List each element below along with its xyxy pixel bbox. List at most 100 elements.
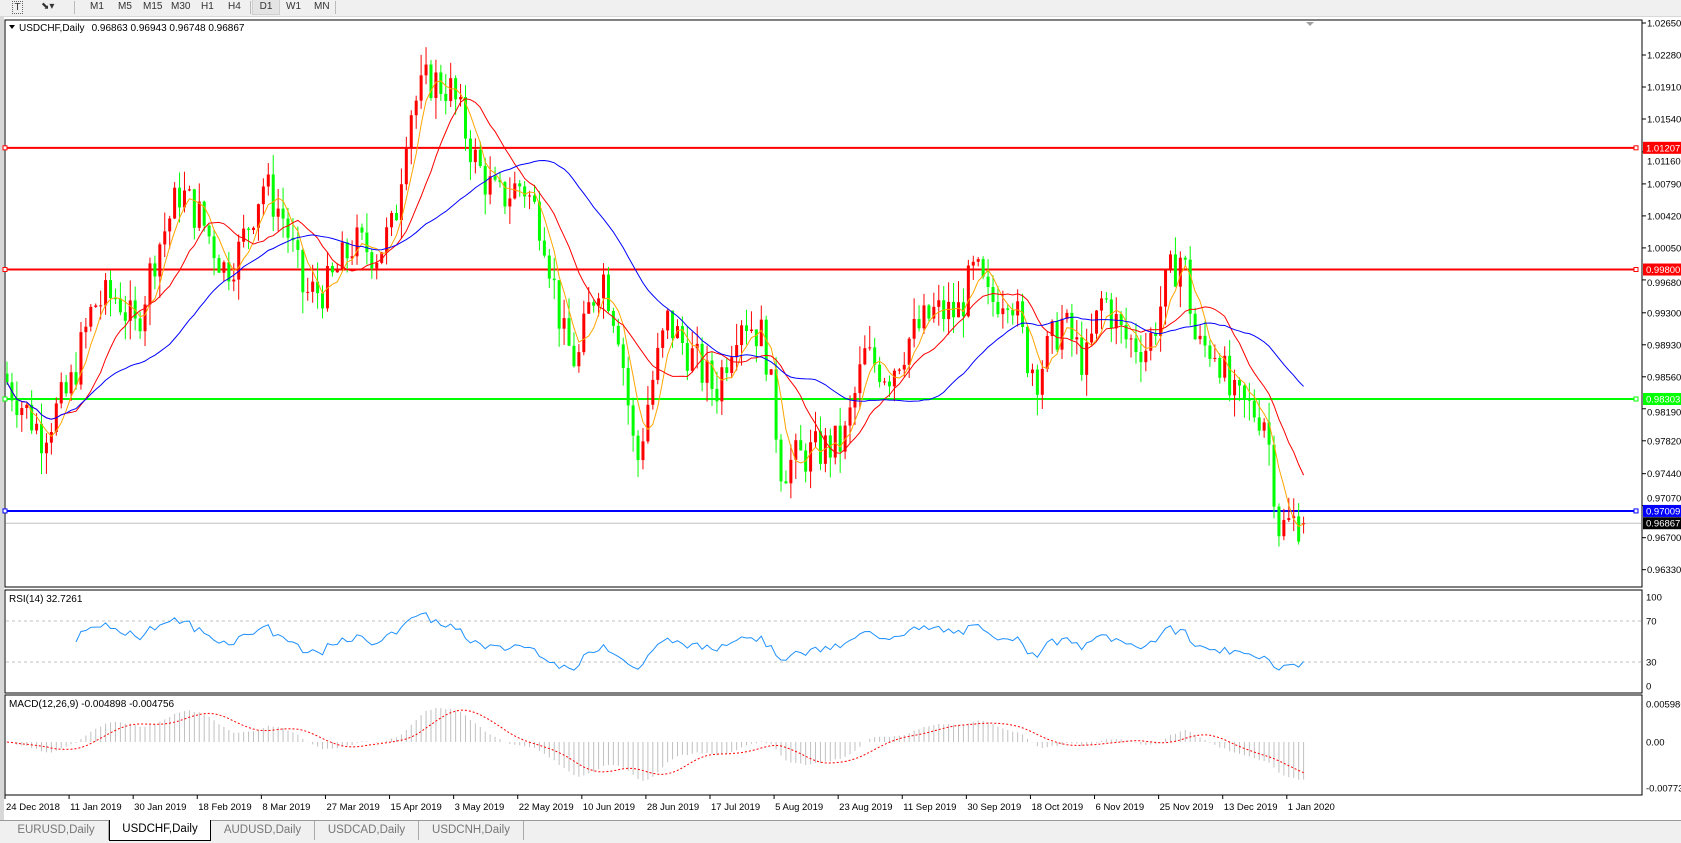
candle [266,163,270,196]
tab-usdchf[interactable]: USDCHF,Daily [109,820,211,841]
price-line-labels: 1.01207 0.99800 0.98303 0.97009 0.96867 [1643,141,1681,530]
candle-body [1282,520,1286,537]
price-axis-label: 1.01540 [1647,115,1681,126]
candle-body [1193,313,1197,340]
candle-body [1114,313,1118,329]
candle [44,433,48,474]
candle-body [335,269,339,273]
candle-body [40,423,44,454]
timeframe-h4[interactable]: H4 [228,1,241,12]
candle-body [1065,312,1069,319]
candle-body [399,184,403,221]
candle-body [74,372,78,385]
candle-body [25,404,29,409]
tab-usdcnh[interactable]: USDCNH,Daily [419,821,524,840]
date-axis-label: 17 Jul 2019 [711,802,760,813]
candle [1060,304,1064,359]
price-axis-label: 1.00790 [1647,179,1681,190]
timeframe-h1[interactable]: H1 [201,1,214,12]
candle [818,416,822,471]
candle-body [483,166,487,195]
candle [1085,328,1089,396]
candle-body [735,345,739,358]
chart-window[interactable]: 1.02650 1.02280 1.01910 1.01540 1.01160 1.007… [0,17,1681,820]
candle [572,332,576,368]
candle-body [187,189,191,191]
candle-body [725,367,729,373]
candle [547,248,551,288]
candle [1119,311,1123,344]
toolbar: T ⬊▾ M1 M5 M15 M30 H1 H4 D1 W1 MN [0,0,1681,17]
candle-body [641,441,645,461]
candle-body [1035,369,1039,395]
candle [1129,334,1133,358]
candle [488,156,492,205]
tab-eurusd[interactable]: EURUSD,Daily [4,821,109,840]
line-handle-icon[interactable] [1633,396,1639,402]
line-handle-icon[interactable] [1633,508,1639,514]
candle [404,136,408,191]
line-handle-icon[interactable] [1633,267,1639,273]
candle-body [498,179,502,183]
candle-body [330,266,334,273]
candle-body [113,298,117,300]
timeframe-m1[interactable]: M1 [90,1,104,12]
candle [1292,498,1296,532]
candle [735,323,739,371]
tab-usdcad[interactable]: USDCAD,Daily [315,821,419,840]
line-tools-dropdown-icon[interactable]: ⬊▾ [41,1,55,12]
line-handle-icon[interactable] [2,396,8,402]
candle-body [1173,254,1177,287]
line-handle-icon[interactable] [1633,145,1639,151]
candle-body [69,372,73,394]
candle [128,280,132,340]
candle [360,223,364,241]
price-axis-label: 0.96330 [1647,565,1681,576]
candle-body [1095,310,1099,334]
candle-body [680,326,684,344]
candle [1262,418,1266,438]
rsi-panel-border [4,589,1643,694]
text-tool-icon[interactable]: T [12,1,23,14]
price-axis-label: 1.02280 [1647,51,1681,62]
candle-body [261,186,265,205]
timeframe-w1[interactable]: W1 [286,1,301,12]
candle [429,60,433,101]
collapse-triangle-icon[interactable] [9,25,15,29]
candle [1252,389,1256,423]
candle-body [1262,422,1266,431]
timeframe-d1[interactable]: D1 [252,0,280,15]
line-handle-icon[interactable] [2,267,8,273]
candle-body [286,218,290,238]
candle [306,277,310,301]
timeframe-m5[interactable]: M5 [118,1,132,12]
tab-audusd[interactable]: AUDUSD,Daily [211,821,315,840]
candle-body [301,249,305,293]
timeframe-mn[interactable]: MN [314,1,330,12]
candle-body [355,227,359,257]
chart-left-border [0,17,4,820]
candle-body [542,240,546,256]
candle [675,319,679,339]
candle [350,240,354,265]
candle [1090,313,1094,347]
price-line-label-box [1643,141,1681,154]
macd-indicator [6,707,1305,781]
ma-slow-line [6,159,1304,420]
timeframe-m30[interactable]: M30 [171,1,191,12]
chart-shift-marker-icon[interactable] [1306,22,1314,26]
line-handle-icon[interactable] [2,145,8,151]
candle [705,345,709,402]
candle [838,407,842,473]
timeframe-m15[interactable]: M15 [143,1,163,12]
candle [355,214,359,265]
candle [986,259,990,305]
candle-body [296,240,300,250]
candle-body [478,149,482,167]
candle [15,381,19,428]
candle-body [1223,355,1227,378]
line-handle-icon[interactable] [2,508,8,514]
rsi-indicator [6,612,1641,671]
candle-body [1104,298,1108,300]
candle-body [863,348,867,365]
